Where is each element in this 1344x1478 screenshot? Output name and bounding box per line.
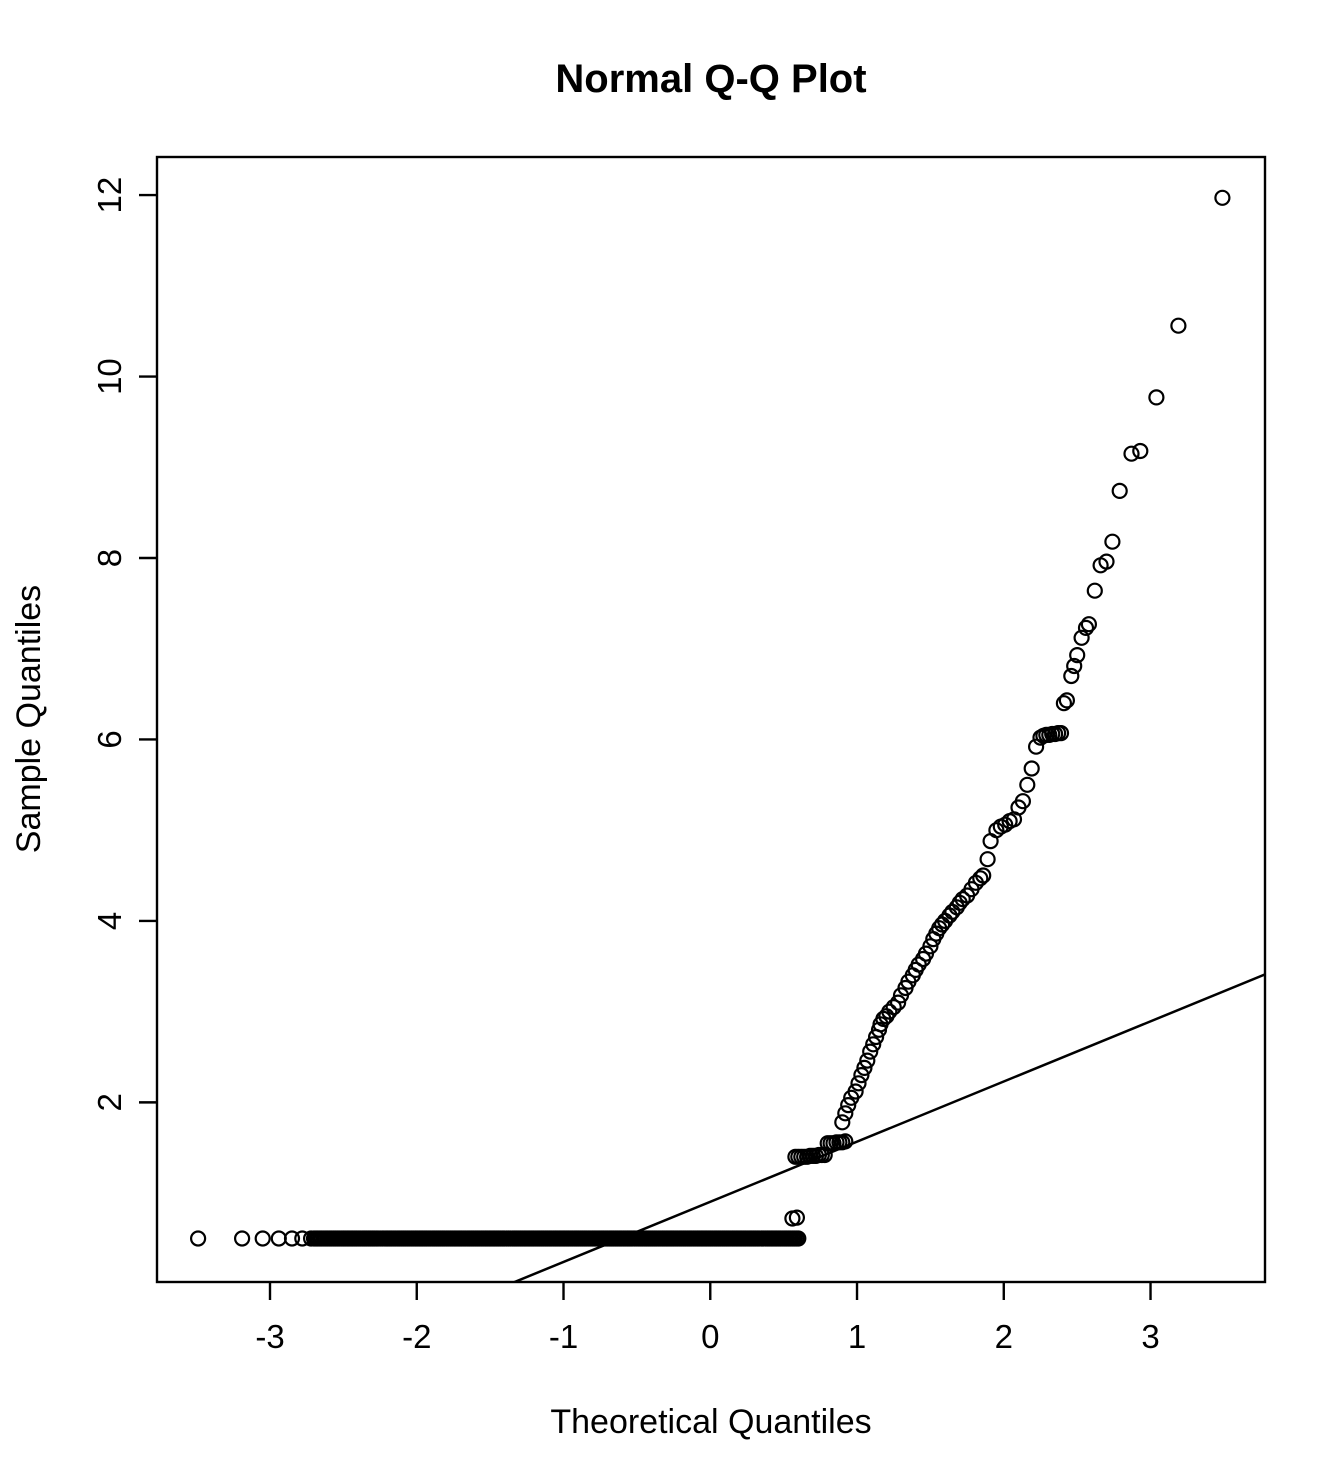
- x-tick-label: -3: [255, 1318, 284, 1355]
- data-point: [1086, 582, 1103, 599]
- y-tick-label: 4: [91, 912, 128, 930]
- data-point: [954, 890, 971, 908]
- data-point: [1052, 724, 1070, 742]
- data-point: [294, 1230, 311, 1247]
- data-point: [847, 1083, 864, 1100]
- qq-reference-line: [511, 973, 1265, 1282]
- data-point: [1019, 776, 1036, 793]
- data-point: [862, 1043, 879, 1060]
- data-point: [1023, 760, 1040, 777]
- data-point: [1148, 389, 1165, 406]
- data-point: [1111, 482, 1128, 499]
- x-tick-label: -1: [549, 1318, 578, 1355]
- data-point: [1132, 442, 1149, 460]
- data-point: [972, 870, 989, 887]
- data-point: [889, 994, 907, 1011]
- data-point: [1123, 445, 1140, 462]
- data-point: [975, 867, 992, 884]
- data-point: [979, 851, 996, 868]
- data-point: [1073, 629, 1090, 646]
- x-axis-label: Theoretical Quantiles: [550, 1403, 871, 1441]
- data-point: [283, 1230, 301, 1247]
- data-point: [837, 1105, 854, 1122]
- scatter-points-layer: [190, 189, 1231, 1247]
- data-point: [834, 1114, 851, 1131]
- data-point: [837, 1133, 854, 1150]
- data-point: [1027, 738, 1045, 755]
- data-point: [1014, 793, 1032, 810]
- y-tick-label: 10: [91, 358, 128, 395]
- data-point: [303, 1230, 320, 1247]
- data-point: [922, 938, 939, 955]
- y-tick-label: 2: [91, 1093, 128, 1111]
- data-point: [997, 816, 1014, 833]
- data-point: [1170, 317, 1187, 334]
- data-point: [853, 1066, 870, 1084]
- data-point: [1069, 646, 1086, 664]
- y-tick-label: 8: [91, 549, 128, 567]
- y-axis-label: Sample Quantiles: [10, 585, 48, 853]
- data-point: [1055, 695, 1073, 712]
- data-point: [234, 1230, 251, 1247]
- data-point: [840, 1096, 857, 1114]
- data-point: [881, 1003, 898, 1020]
- data-point: [790, 1230, 807, 1247]
- data-point: [1058, 692, 1076, 709]
- chart-title: Normal Q-Q Plot: [555, 57, 866, 101]
- data-point: [856, 1059, 873, 1077]
- y-tick-label: 6: [91, 730, 128, 748]
- x-tick-label: 0: [701, 1318, 719, 1355]
- x-tick-label: 1: [848, 1318, 866, 1355]
- data-point: [885, 998, 902, 1016]
- plot-border: [155, 155, 1267, 1284]
- data-point: [1080, 616, 1098, 633]
- data-point: [1066, 657, 1083, 675]
- data-point: [865, 1036, 882, 1053]
- x-tick-label: -2: [402, 1318, 431, 1355]
- data-point: [1104, 533, 1121, 550]
- data-point: [859, 1052, 876, 1069]
- data-point: [1063, 667, 1080, 685]
- reference-line-layer: [511, 973, 1265, 1282]
- data-point: [254, 1230, 271, 1247]
- data-point: [1098, 553, 1115, 570]
- x-tick-label: 3: [1141, 1318, 1159, 1355]
- data-point: [1077, 619, 1095, 637]
- data-point: [788, 1209, 806, 1226]
- data-point: [270, 1230, 287, 1247]
- data-point: [1214, 189, 1231, 206]
- data-point: [988, 822, 1005, 839]
- x-tick-label: 2: [995, 1318, 1013, 1355]
- data-point: [190, 1230, 207, 1247]
- y-tick-label: 12: [91, 177, 128, 214]
- data-point: [850, 1075, 867, 1092]
